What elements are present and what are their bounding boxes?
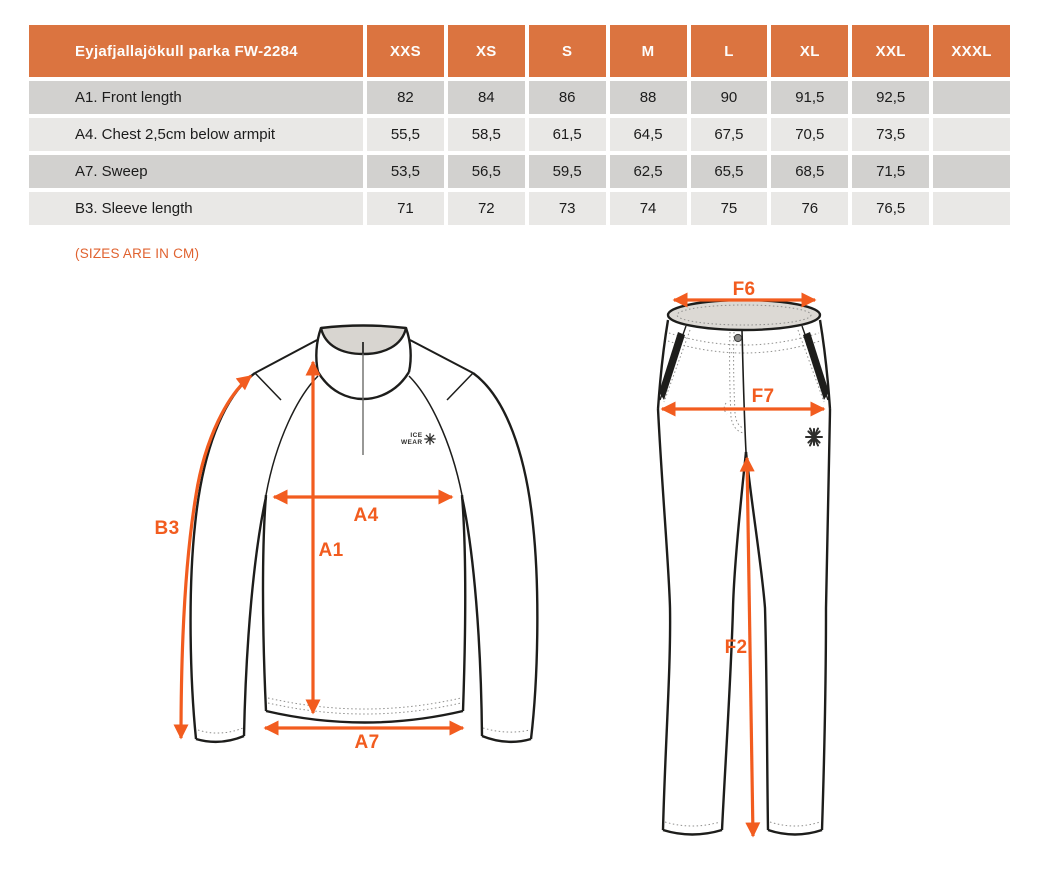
row-label-chest: A4. Chest 2,5cm below armpit [29,118,363,151]
size-header-l: L [690,25,768,77]
size-header-xxl: XXL [852,25,930,77]
pants-diagram [656,292,832,838]
measure-label-a4: A4 [353,505,379,526]
table-value: 71 [367,192,444,225]
units-note: (SIZES ARE IN CM) [75,246,200,261]
table-value [933,192,1010,225]
icewear-logo: ICE WEAR [401,432,437,447]
size-table: Eyjafjallajökull parka FW-2284 XXS XS S … [29,25,1010,225]
size-header-xs: XS [447,25,525,77]
table-value: 67,5 [690,118,768,151]
table-value: 64,5 [609,118,687,151]
measure-label-f2: F2 [724,637,748,658]
table-value [933,118,1010,151]
table-value: 91,5 [771,81,849,114]
table-value: 61,5 [528,118,606,151]
table-title: Eyjafjallajökull parka FW-2284 [29,25,363,77]
sweater-diagram [173,324,539,744]
table-value: 53,5 [367,155,444,188]
table-value: 65,5 [690,155,768,188]
snowflake-icon [424,433,437,446]
table-value [933,81,1010,114]
table-value: 76,5 [852,192,930,225]
table-value: 73,5 [852,118,930,151]
table-value: 82 [367,81,444,114]
logo-line1: ICE [410,432,423,439]
table-value: 56,5 [447,155,525,188]
snowflake-icon [805,427,823,447]
measure-label-a7: A7 [354,732,380,753]
table-value: 86 [528,81,606,114]
table-value: 76 [771,192,849,225]
size-header-xxxl: XXXL [933,25,1010,77]
row-label-front-length: A1. Front length [29,81,363,114]
table-value [933,155,1010,188]
table-value: 62,5 [609,155,687,188]
measure-label-b3: B3 [154,518,180,539]
table-value: 74 [609,192,687,225]
measure-label-f7: F7 [751,386,775,407]
table-value: 71,5 [852,155,930,188]
table-value: 72 [447,192,525,225]
logo-line2: WEAR [401,439,423,447]
table-value: 59,5 [528,155,606,188]
table-value: 90 [690,81,768,114]
size-header-s: S [528,25,606,77]
table-value: 73 [528,192,606,225]
table-value: 84 [447,81,525,114]
table-value: 92,5 [852,81,930,114]
row-label-sleeve-length: B3. Sleeve length [29,192,363,225]
table-value: 70,5 [771,118,849,151]
table-value: 68,5 [771,155,849,188]
row-label-sweep: A7. Sweep [29,155,363,188]
table-value: 88 [609,81,687,114]
size-header-xxs: XXS [367,25,444,77]
size-header-m: M [609,25,687,77]
measure-label-a1: A1 [318,540,344,561]
table-value: 55,5 [367,118,444,151]
size-header-xl: XL [771,25,849,77]
measure-label-f6: F6 [732,279,756,300]
table-value: 58,5 [447,118,525,151]
table-value: 75 [690,192,768,225]
